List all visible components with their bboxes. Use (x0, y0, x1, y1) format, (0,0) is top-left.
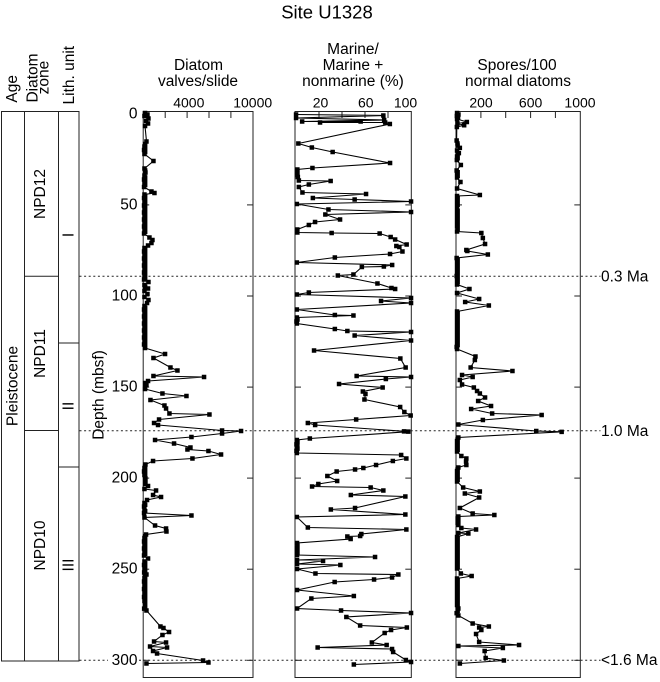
svg-text:nonmarine (%): nonmarine (%) (302, 73, 404, 90)
svg-text:100: 100 (394, 95, 418, 111)
svg-text:1.0 Ma: 1.0 Ma (601, 423, 649, 440)
svg-text:Pleistocene: Pleistocene (4, 346, 21, 426)
svg-text:0: 0 (129, 105, 138, 122)
svg-text:300: 300 (112, 652, 138, 669)
svg-text:1000: 1000 (564, 95, 595, 111)
svg-text:Marine/: Marine/ (327, 41, 379, 58)
svg-text:NPD11: NPD11 (32, 329, 49, 378)
svg-text:Diatom: Diatom (25, 53, 42, 102)
svg-text:NPD12: NPD12 (32, 169, 49, 219)
svg-text:200: 200 (112, 470, 138, 487)
svg-text:Spores/100: Spores/100 (477, 57, 557, 74)
svg-text:150: 150 (112, 379, 138, 396)
svg-text:20: 20 (313, 95, 329, 111)
svg-text:200: 200 (469, 95, 493, 111)
svg-text:I: I (61, 233, 78, 237)
svg-text:Lith. unit: Lith. unit (61, 45, 78, 104)
svg-text:50: 50 (120, 196, 138, 213)
svg-text:Age: Age (4, 75, 21, 103)
svg-text:10000: 10000 (233, 95, 272, 111)
svg-text:0.3 Ma: 0.3 Ma (601, 269, 649, 286)
svg-text:III: III (61, 559, 78, 572)
svg-text:II: II (61, 402, 78, 411)
svg-text:Marine +: Marine + (323, 57, 384, 74)
svg-text:4000: 4000 (173, 95, 204, 111)
svg-text:250: 250 (112, 561, 138, 578)
svg-text:Diatom: Diatom (174, 57, 223, 74)
svg-text:Site U1328: Site U1328 (281, 2, 373, 23)
svg-text:NPD10: NPD10 (32, 520, 49, 570)
svg-text:zone: zone (36, 61, 53, 95)
svg-text:normal diatoms: normal diatoms (465, 73, 571, 90)
svg-text:60: 60 (358, 95, 374, 111)
svg-text:valves/slide: valves/slide (158, 73, 238, 90)
svg-text:100: 100 (112, 288, 138, 305)
svg-text:Depth (mbsf): Depth (mbsf) (91, 350, 108, 440)
svg-text:<1.6 Ma: <1.6 Ma (601, 652, 658, 669)
svg-text:600: 600 (519, 95, 543, 111)
